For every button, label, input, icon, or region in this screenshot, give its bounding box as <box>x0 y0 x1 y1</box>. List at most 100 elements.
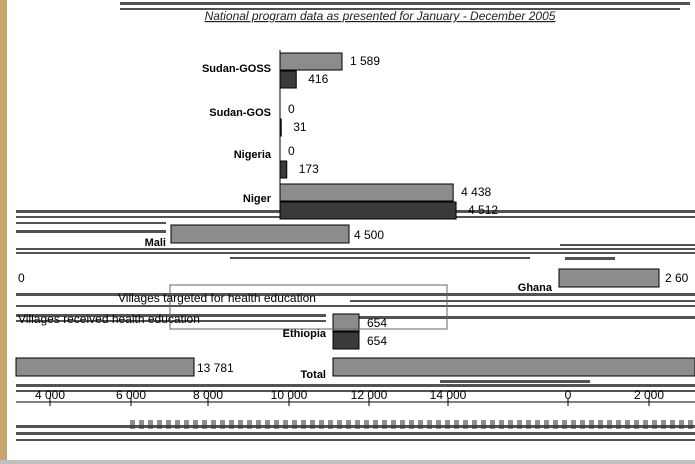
scan-noise-block <box>373 420 378 429</box>
scan-noise-block <box>130 420 135 429</box>
scan-noise-block <box>670 420 675 429</box>
bar-received-nigeria <box>279 160 288 179</box>
x-tick-label: 6 000 <box>116 388 146 402</box>
scan-noise-block <box>409 420 414 429</box>
scan-noise-block <box>346 420 351 429</box>
scan-noise-block <box>337 420 342 429</box>
scan-noise-block <box>562 420 567 429</box>
scan-noise-block <box>463 420 468 429</box>
scan-noise-block <box>184 420 189 429</box>
scan-noise-block <box>517 420 522 429</box>
scan-noise-strip <box>16 252 695 254</box>
category-label-nigeria: Nigeria <box>234 149 272 161</box>
scan-noise-block <box>211 420 216 429</box>
x-tick-label: 8 000 <box>193 388 223 402</box>
bar-received-sudan-goss <box>279 70 297 89</box>
scan-noise-strip <box>16 439 695 441</box>
category-label-ethiopia: Ethiopia <box>283 328 327 340</box>
scan-noise-block <box>481 420 486 429</box>
scan-noise-strip <box>230 257 530 259</box>
value-label-targeted-nigeria: 0 <box>288 144 295 158</box>
scan-noise-strip <box>350 300 695 302</box>
bar-targeted-total-right <box>332 357 695 377</box>
category-label-mali: Mali <box>145 237 166 249</box>
scan-noise-block <box>301 420 306 429</box>
scan-noise-block <box>247 420 252 429</box>
scan-noise-strip <box>16 222 166 224</box>
scan-noise-block <box>418 420 423 429</box>
value-label-received-sudan-gos: 31 <box>293 120 307 134</box>
scan-noise-block <box>598 420 603 429</box>
scan-noise-block <box>310 420 315 429</box>
scan-noise-strip <box>565 257 615 260</box>
value-label-targeted-ghana: 2 60 <box>665 271 689 285</box>
scan-noise-block <box>508 420 513 429</box>
scan-noise-block <box>616 420 621 429</box>
scan-noise-block <box>328 420 333 429</box>
scan-noise-strip <box>560 244 695 246</box>
bar-targeted-total-left <box>15 357 195 377</box>
scan-noise-strip <box>120 2 690 5</box>
x-tick-label: 0 <box>565 388 572 402</box>
scan-noise-block <box>391 420 396 429</box>
chart-subtitle: National program data as presented for J… <box>205 9 556 23</box>
value-label-received-sudan-goss: 416 <box>308 72 328 86</box>
scan-noise-strip <box>120 8 680 10</box>
scan-noise-block <box>202 420 207 429</box>
scan-noise-block <box>319 420 324 429</box>
scan-noise-block <box>355 420 360 429</box>
scan-noise-block <box>364 420 369 429</box>
scan-noise-block <box>607 420 612 429</box>
legend-box <box>169 284 448 330</box>
scan-noise-strip <box>16 320 326 322</box>
scan-noise-block <box>526 420 531 429</box>
scan-noise-strip <box>16 230 166 233</box>
scan-noise-strip <box>16 314 326 317</box>
scan-noise-block <box>571 420 576 429</box>
bar-targeted-sudan-goss <box>279 52 343 71</box>
scan-noise-block <box>643 420 648 429</box>
value-label-received-niger: 4 512 <box>468 203 498 217</box>
bar-targeted-niger <box>279 183 454 202</box>
scan-noise-block <box>535 420 540 429</box>
value-label-targeted-niger: 4 438 <box>461 185 491 199</box>
scan-noise-block <box>265 420 270 429</box>
category-label-ghana: Ghana <box>518 282 553 294</box>
scan-noise-block <box>256 420 261 429</box>
value-label-received-nigeria: 173 <box>299 162 319 176</box>
legend-label-received: Villages received health education <box>18 312 200 326</box>
scan-noise-block <box>175 420 180 429</box>
scan-noise-block <box>229 420 234 429</box>
scan-noise-strip <box>440 380 590 383</box>
scan-noise-block <box>445 420 450 429</box>
scan-noise-strip <box>16 432 695 435</box>
scan-noise-block <box>148 420 153 429</box>
scan-noise-block <box>544 420 549 429</box>
scan-noise-block <box>157 420 162 429</box>
scan-noise-strip <box>350 316 695 319</box>
scan-noise-strip <box>16 305 695 307</box>
scan-noise-block <box>193 420 198 429</box>
scan-noise-block <box>580 420 585 429</box>
value-label-targeted-sudan-goss: 1 589 <box>350 54 380 68</box>
scan-noise-block <box>499 420 504 429</box>
x-tick-label: 10 000 <box>271 388 308 402</box>
scan-noise-block <box>139 420 144 429</box>
scan-noise-block <box>553 420 558 429</box>
scan-noise-block <box>400 420 405 429</box>
value-label-targeted-total: 13 781 <box>197 361 234 375</box>
scan-noise-block <box>427 420 432 429</box>
bar-targeted-mali <box>170 224 350 244</box>
value-label-targeted-mali: 4 500 <box>354 228 384 242</box>
bar-received-niger <box>279 201 457 220</box>
legend-label-targeted: Villages targeted for health education <box>118 291 316 305</box>
scan-noise-block <box>634 420 639 429</box>
category-label-sudan-gos: Sudan-GOS <box>209 107 271 119</box>
scan-noise-block <box>292 420 297 429</box>
scan-noise-strip <box>16 384 695 387</box>
bar-targeted-ghana <box>558 268 660 288</box>
x-tick-label: 4 000 <box>35 388 65 402</box>
x-tick-label: 14 000 <box>430 388 467 402</box>
value-label-received-ethiopia: 654 <box>367 334 387 348</box>
